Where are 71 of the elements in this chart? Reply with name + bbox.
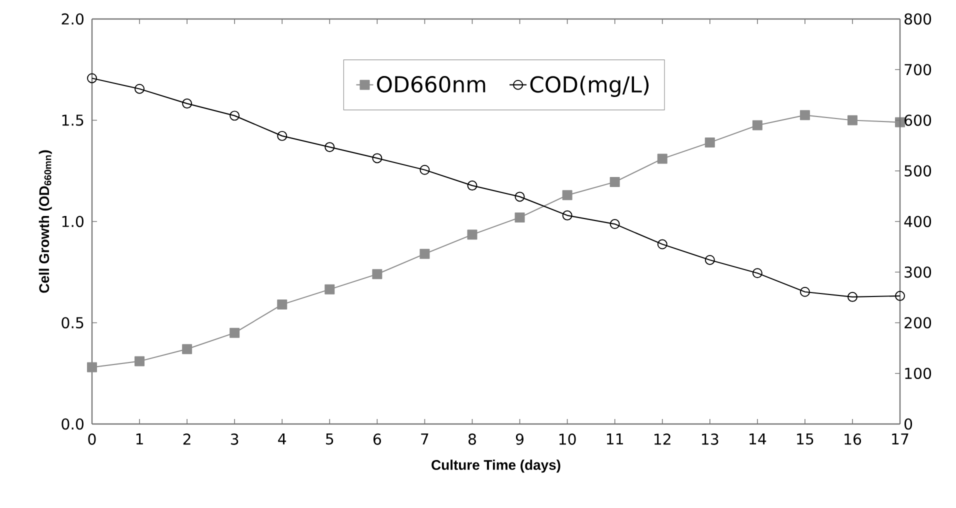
point [847, 292, 858, 302]
point [467, 180, 478, 191]
point [704, 138, 715, 148]
point [657, 154, 668, 164]
point [895, 290, 906, 301]
point [610, 177, 620, 188]
point [752, 268, 762, 278]
point [134, 356, 145, 366]
point [562, 210, 572, 220]
x-tick-label: 13 [702, 434, 718, 445]
x-tick-label: 17 [892, 434, 908, 444]
x-tick-label: 4 [278, 434, 286, 444]
point [420, 164, 430, 175]
y-tick-label: 1.0 [62, 216, 84, 228]
y2-tick-label: 800 [904, 13, 932, 25]
y2-tick-label: 400 [904, 216, 932, 228]
point [800, 286, 810, 297]
x-tick-label: 15 [797, 434, 814, 445]
x-axis-title: Culture Time (days) [432, 460, 560, 473]
y2-tick-label: 300 [904, 266, 932, 278]
point [372, 269, 382, 280]
point [182, 344, 192, 354]
y2-tick-label: 600 [904, 114, 932, 126]
point [467, 230, 478, 240]
y-tick-label: 1.5 [62, 114, 84, 126]
y2-tick-label: 100 [905, 368, 932, 380]
y2-tick-label: 0 [904, 418, 912, 430]
x-tick-label: 10 [559, 434, 576, 445]
x-tick-label: 6 [373, 434, 381, 445]
x-tick-label: 7 [421, 434, 428, 444]
x-tick-label: 3 [230, 434, 238, 445]
x-tick-label: 8 [468, 434, 476, 445]
point [752, 120, 762, 130]
point [277, 300, 288, 310]
point [514, 212, 525, 222]
point [277, 130, 288, 141]
point [657, 239, 668, 250]
point [230, 110, 240, 121]
x-tick-label: 14 [750, 434, 766, 444]
legend-label: COD(mg/L) [530, 76, 649, 97]
y-tick-label: 0.0 [62, 418, 84, 430]
x-tick-label: 9 [516, 434, 524, 445]
x-tick-label: 5 [326, 434, 334, 445]
point [800, 110, 810, 120]
point [230, 328, 240, 338]
x-tick-label: 0 [88, 434, 96, 445]
x-tick-label: 11 [606, 434, 623, 444]
point [847, 115, 858, 126]
point [87, 362, 97, 372]
point [420, 248, 430, 259]
point [324, 284, 335, 294]
x-tick-label: 16 [844, 434, 862, 445]
x-tick-label: 2 [183, 434, 190, 445]
point [562, 190, 572, 200]
point [610, 219, 620, 230]
point [87, 73, 97, 84]
y2-tick-label: 700 [904, 64, 932, 76]
point [182, 98, 192, 109]
y2-tick-label: 500 [904, 165, 932, 177]
x-tick-label: 1 [136, 434, 143, 444]
point [134, 84, 145, 94]
x-tick-label: 12 [654, 434, 670, 445]
legend-label: OD660nm [377, 76, 486, 93]
point [372, 153, 382, 164]
y-tick-label: 0.5 [62, 317, 84, 328]
y2-tick-label: 200 [904, 317, 932, 328]
y-tick-label: 2.0 [62, 13, 84, 25]
point [704, 254, 715, 265]
point [514, 192, 525, 202]
y-axis-title: Cell Growth (OD$_{660mn}$) [38, 150, 52, 293]
point [324, 142, 335, 152]
